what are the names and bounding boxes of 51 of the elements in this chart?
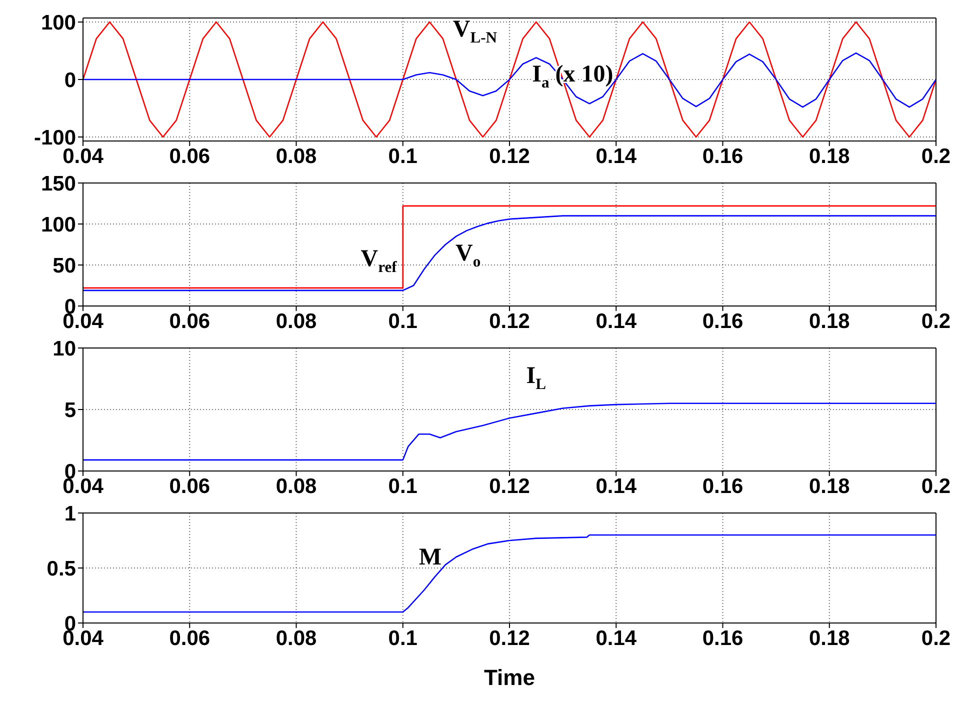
x-tick-label: 0.1 [388,474,418,498]
x-tick-label: 0.16 [702,626,744,650]
x-tick-label: 0.16 [702,144,744,168]
x-tick-label: 0.1 [388,144,418,168]
annotation: I$_{L}$ [526,362,546,394]
x-tick-label: 0.06 [169,626,210,650]
x-tick-label: 0.16 [702,310,744,333]
y-tick-label: 100 [40,213,76,236]
x-tick-label: 0.12 [489,310,530,333]
x-tick-label: 0.18 [808,474,850,498]
x-tick-label: 0.06 [169,144,210,168]
x-tick-label: 0.14 [596,144,637,168]
x-tick-label: 0.2 [921,626,951,650]
x-axis-title: Time [484,665,535,690]
annotation: M [418,544,442,570]
x-tick-label: 0.12 [489,144,530,168]
line-series [83,534,936,613]
x-tick-label: 0.08 [276,144,318,168]
x-tick-label: 0.1 [388,626,418,650]
line-series [83,52,936,108]
x-tick-label: 0.16 [702,474,744,498]
x-tick-label: 0.18 [808,144,850,168]
x-tick-label: 0.2 [921,474,951,498]
x-tick-label: 0.12 [489,626,530,650]
x-tick-label: 0.12 [489,474,530,498]
y-tick-label: 5 [64,398,76,422]
x-tick-label: 0.18 [808,310,850,333]
x-tick-label: 0.14 [596,310,637,333]
y-tick-label: 100 [40,11,76,34]
x-tick-label: 0.14 [596,474,637,498]
y-tick-label: 0.5 [46,557,76,580]
line-series [83,21,936,138]
y-tick-label: 150 [40,172,76,196]
x-tick-label: 0.18 [808,626,850,650]
y-tick-label: 1 [64,502,76,526]
x-tick-label: 0.2 [921,310,951,333]
y-tick-label: 0 [64,68,76,92]
x-tick-label: 0.06 [169,474,210,498]
annotation: V$_{o}$ [456,240,481,271]
y-tick-label: 50 [52,254,76,278]
x-tick-label: 0.08 [276,474,318,498]
annotation: V$_{ref}$ [360,245,398,276]
x-tick-label: 0.1 [388,310,418,333]
x-tick-label: 0.2 [921,144,951,168]
line-series [83,402,936,461]
x-tick-label: 0.08 [276,626,318,650]
x-tick-label: 0.14 [596,626,637,650]
y-tick-label: 10 [52,337,76,360]
x-tick-label: 0.06 [169,310,210,333]
annotation: V$_{L-N}$ [452,16,498,47]
x-tick-label: 0.08 [276,310,318,333]
